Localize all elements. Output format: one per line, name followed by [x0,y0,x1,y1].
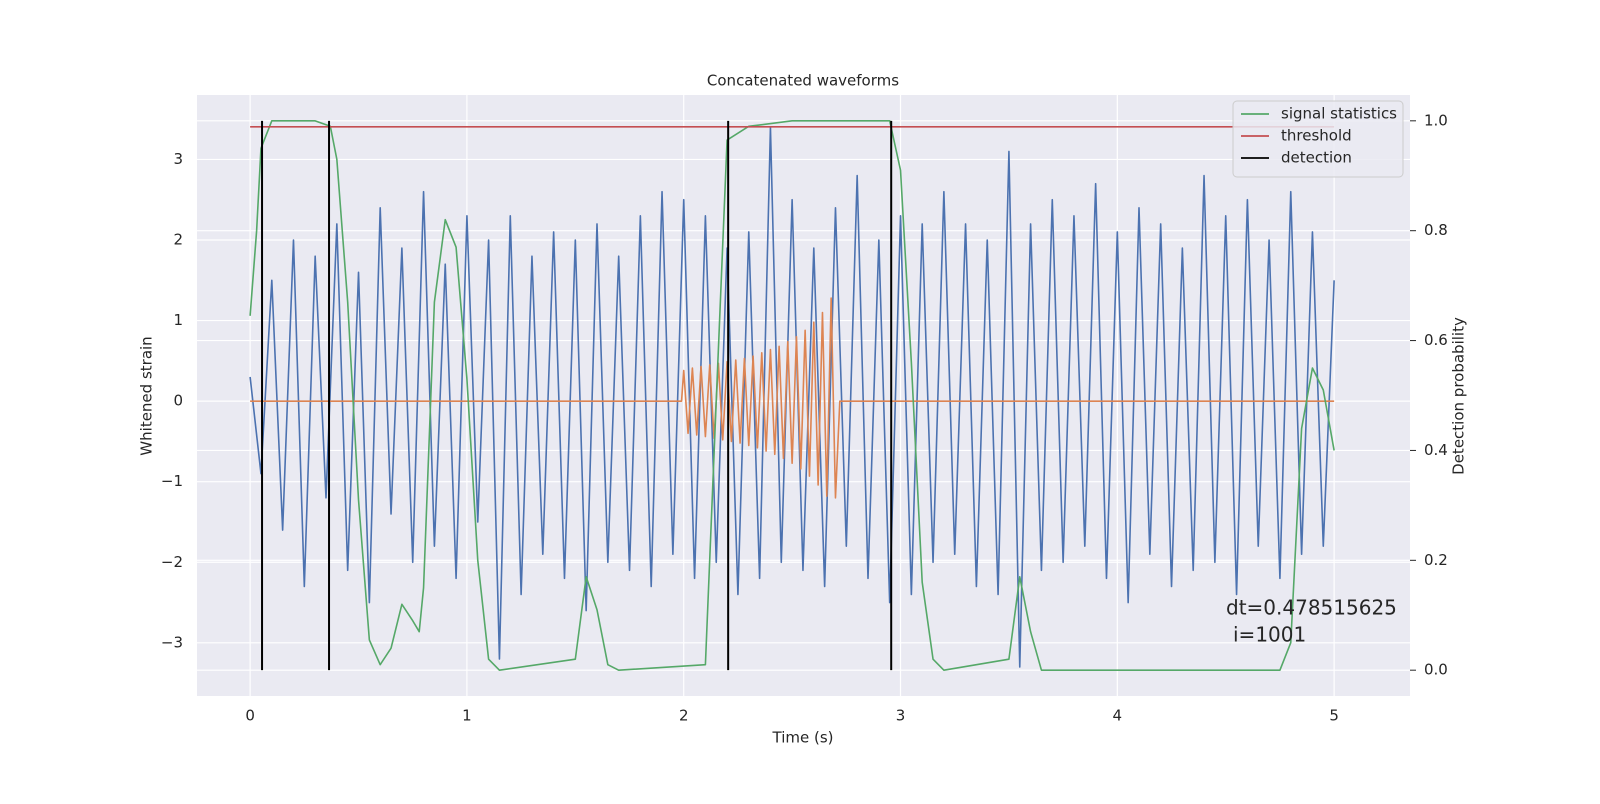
plot-lines [249,120,1335,671]
y-axis-label: Whitened strain [138,336,156,455]
annotation: i=1001 [1233,623,1306,647]
y-tick-label: 1 [173,311,183,329]
y-tick-label: −1 [161,472,183,490]
y2-axis-label: Detection probability [1450,317,1468,475]
y-tick-label: 0 [173,392,183,410]
x-tick-label: 4 [1113,707,1123,725]
y-tick-label: 3 [173,150,183,168]
x-tick-label: 5 [1329,707,1339,725]
legend-label: detection [1281,149,1352,167]
x-tick-label: 3 [896,707,906,725]
series-line [249,126,1335,668]
x-tick-label: 1 [462,707,472,725]
chart-title: Concatenated waveforms [707,72,899,90]
y2-tick-label: 0.0 [1424,661,1448,679]
y-tick-label: 2 [173,231,183,249]
y2-tick-label: 0.4 [1424,441,1448,459]
x-tick-label: 0 [245,707,255,725]
y2-tick-label: 0.2 [1424,551,1448,569]
y-tick-label: −3 [161,633,183,651]
x-tick-label: 2 [679,707,689,725]
legend-box [1232,100,1404,178]
legend-label: signal statistics [1281,105,1397,123]
y2-tick-label: 0.8 [1424,221,1448,239]
y2-tick-label: 0.6 [1424,331,1448,349]
series-line [249,120,1335,671]
series-line [250,297,1335,499]
annotation: dt=0.478515625 [1226,596,1397,620]
y-tick-label: −2 [161,553,183,571]
y2-tick-label: 1.0 [1424,111,1448,129]
legend-label: threshold [1281,127,1352,145]
x-axis-label: Time (s) [772,729,834,747]
